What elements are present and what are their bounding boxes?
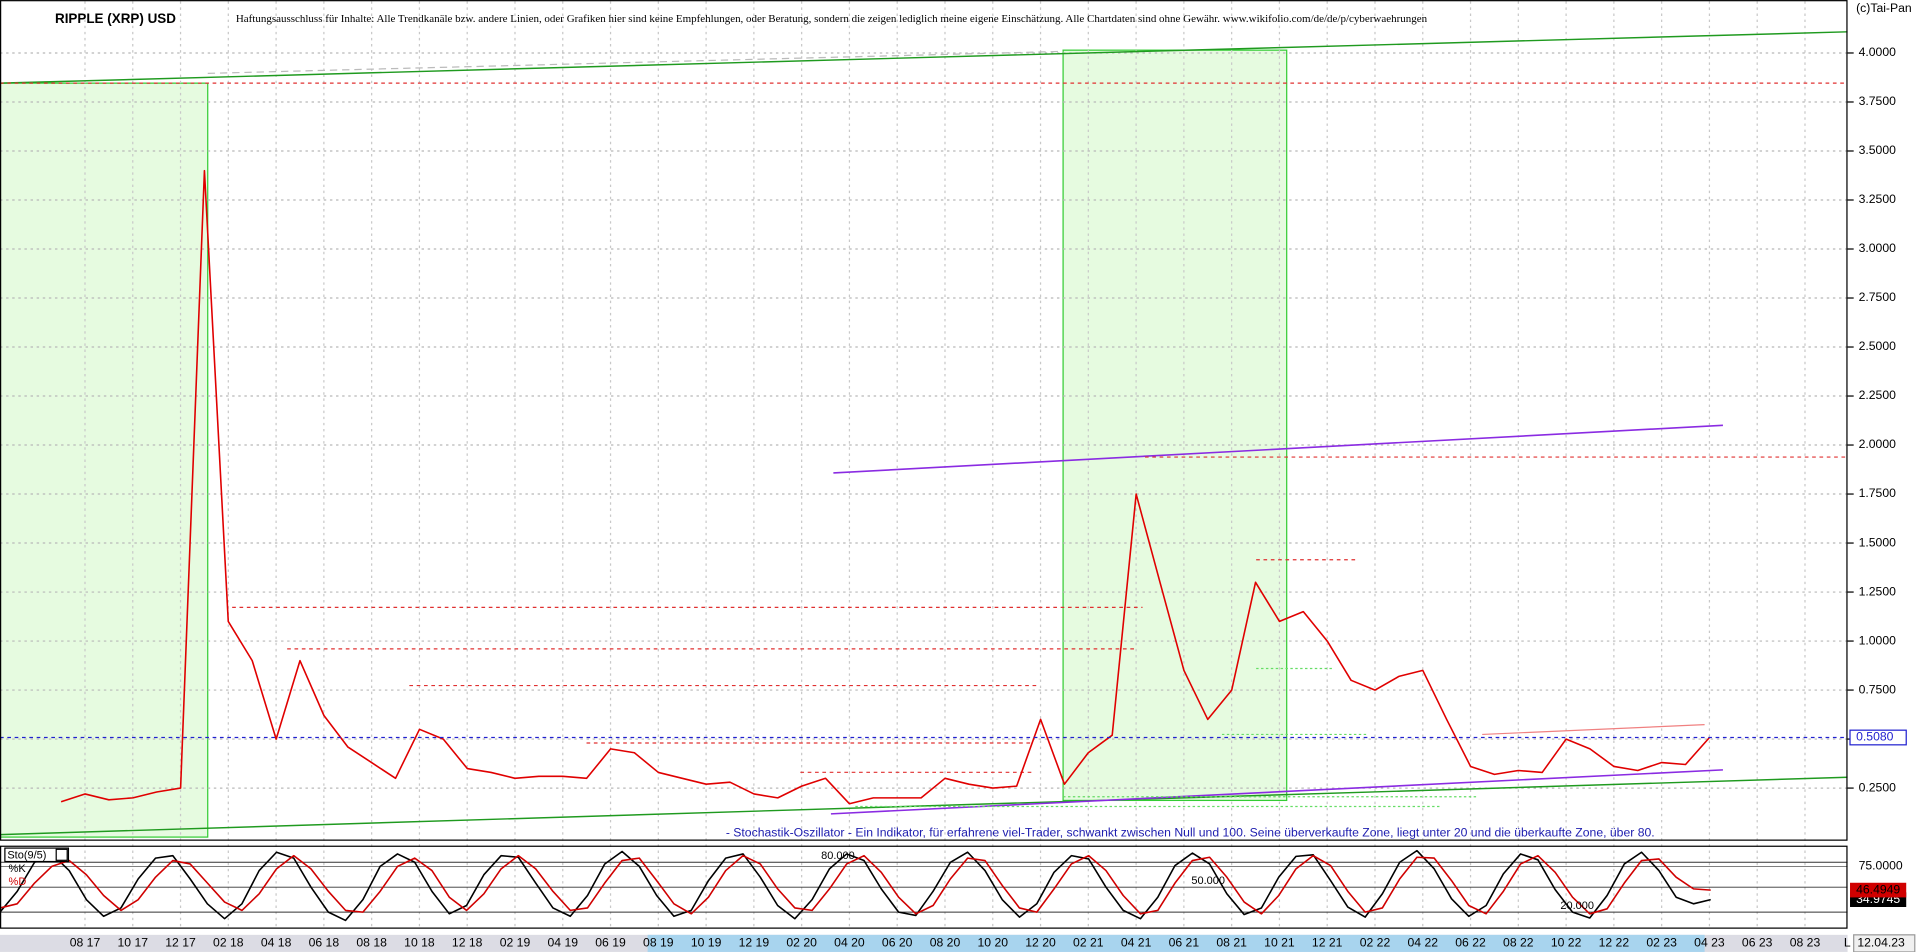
y-tick-label: 2.5000 (1859, 339, 1897, 353)
x-tick-label: 12 19 (739, 936, 770, 950)
series-line (0, 854, 1711, 915)
indicator-note: - Stochastik-Oszillator - Ein Indikator,… (726, 826, 1655, 840)
x-tick-label: 02 18 (213, 936, 244, 950)
x-tick-label: 02 19 (500, 936, 531, 950)
y-tick-label: 2.0000 (1859, 437, 1897, 451)
x-tick-label: 10 21 (1264, 936, 1295, 950)
x-tick-label: 08 20 (930, 936, 961, 950)
x-tick-label: 04 19 (547, 936, 578, 950)
x-tick-label: 06 20 (882, 936, 913, 950)
x-tick-label: 04 18 (261, 936, 292, 950)
y-tick-label: 3.7500 (1859, 94, 1897, 108)
chart-title: RIPPLE (XRP) USD (55, 11, 176, 26)
x-tick-label: 10 20 (977, 936, 1008, 950)
level-label: 20.000 (1560, 900, 1594, 912)
y-tick-label: 1.2500 (1859, 584, 1897, 598)
y-tick-label: 1.0000 (1859, 633, 1897, 647)
x-tick-label: 08 19 (643, 936, 674, 950)
x-tick-label: 04 22 (1407, 936, 1438, 950)
x-tick-label: 12 17 (165, 936, 196, 950)
series-line (60, 169, 1711, 805)
indicator-frame (0, 845, 1848, 929)
indicator-label-box (4, 847, 70, 863)
last-date: 12.04.23 (1857, 936, 1905, 950)
x-tick-label: 04 23 (1694, 936, 1725, 950)
x-tick-label: 10 19 (691, 936, 722, 950)
series-line (0, 849, 1711, 922)
y-tick-label: 4.0000 (1859, 45, 1897, 59)
x-tick-label: 08 21 (1216, 936, 1247, 950)
trend-line (833, 424, 1723, 474)
y-tick-label: 3.2500 (1859, 192, 1897, 206)
trend-line (0, 31, 1848, 84)
y-tick-label: 75.0000 (1859, 859, 1903, 873)
trend-lines (0, 31, 1848, 836)
x-tick-label: 10 17 (117, 936, 148, 950)
x-tick-label: 06 18 (309, 936, 340, 950)
shaded-zone (1062, 49, 1288, 802)
current-price-box (1849, 729, 1907, 746)
x-tick-label: 02 22 (1360, 936, 1391, 950)
x-tick-label: 02 21 (1073, 936, 1104, 950)
y-tick-label: 0.2500 (1859, 780, 1897, 794)
x-tick-label: 12 18 (452, 936, 483, 950)
x-tick-label: 04 21 (1121, 936, 1152, 950)
last-value-box (1850, 882, 1907, 898)
y-tick-label: 1.5000 (1859, 535, 1897, 549)
x-tick-label: 08 17 (70, 936, 101, 950)
x-tick-label: 06 21 (1169, 936, 1200, 950)
indicator-title: Sto(9/5) (7, 849, 46, 861)
x-tick-label: 02 23 (1646, 936, 1677, 950)
shaded-zone (0, 82, 209, 838)
last-value-label: 46.4949 (1856, 882, 1900, 896)
x-tick-label: 02 20 (786, 936, 817, 950)
grid-layer (0, 1, 1848, 929)
date-strip-highlight (647, 934, 1705, 952)
x-tick-label: 06 23 (1742, 936, 1773, 950)
x-tick-label: 10 18 (404, 936, 435, 950)
trend-line (1482, 724, 1705, 736)
y-tick-label: 1.7500 (1859, 486, 1897, 500)
x-tick-label: 12 20 (1025, 936, 1056, 950)
x-tick-label: 12 21 (1312, 936, 1343, 950)
legend-entry: %K (9, 863, 27, 875)
copyright: (c)Tai-Pan (1856, 1, 1912, 15)
plot-frame (0, 0, 1848, 841)
y-tick-label: 0.7500 (1859, 682, 1897, 696)
x-tick-label: 08 23 (1790, 936, 1821, 950)
x-tick-label: 06 22 (1455, 936, 1486, 950)
level-label: 50.000 (1191, 875, 1225, 887)
x-tick-label: 08 22 (1503, 936, 1534, 950)
disclaimer: Haftungsausschluss für Inhalte: Alle Tre… (236, 13, 1428, 25)
x-marker: L (1844, 936, 1851, 950)
level-label: 80.000 (821, 850, 855, 862)
y-tick-label: 2.2500 (1859, 388, 1897, 402)
legend-entry: %D (9, 876, 27, 888)
current-price-label: 0.5080 (1856, 730, 1894, 744)
x-tick-label: 08 18 (356, 936, 387, 950)
expand-button[interactable] (55, 848, 68, 861)
x-tick-label: 04 20 (834, 936, 865, 950)
x-tick-label: 06 19 (595, 936, 626, 950)
shading-layer (0, 49, 1288, 838)
y-tick-label: 3.5000 (1859, 143, 1897, 157)
y-tick-label: 2.7500 (1859, 290, 1897, 304)
trend-line (207, 50, 1064, 74)
data-layer (0, 169, 1848, 922)
x-tick-label: 10 22 (1551, 936, 1582, 950)
x-tick-label: 12 22 (1599, 936, 1630, 950)
y-tick-label: 3.0000 (1859, 241, 1897, 255)
